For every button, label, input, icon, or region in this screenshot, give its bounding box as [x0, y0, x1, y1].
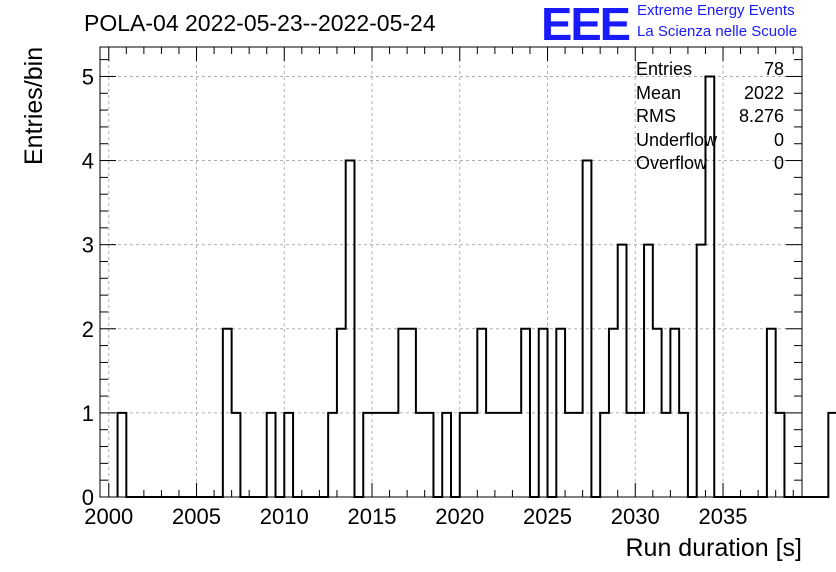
svg-text:EEE: EEE: [541, 2, 629, 44]
plot-frame: [99, 46, 803, 498]
stats-value: 2022: [743, 82, 784, 103]
x-tick-label: 2035: [699, 504, 748, 529]
stats-value: 8.276: [738, 106, 784, 126]
stats-row-entries: Entries 78: [636, 58, 784, 82]
stats-label: Entries: [636, 59, 693, 79]
y-tick-label: 3: [82, 233, 94, 258]
brand-line-1: Extreme Energy Events: [637, 2, 795, 19]
x-tick-label: 2000: [84, 504, 133, 529]
stats-row-underflow: Underflow 0: [636, 129, 784, 153]
x-tick-label: 2020: [435, 504, 484, 529]
y-axis-label: Entries/bin: [20, 46, 48, 165]
y-tick-label: 1: [82, 401, 94, 426]
y-tick-label: 2: [82, 317, 94, 342]
stats-row-rms: RMS 8.276: [636, 105, 784, 129]
y-tick-label: 4: [82, 149, 94, 174]
stats-row-overflow: Overflow 0: [636, 152, 784, 176]
stats-row-mean: Mean 2022: [636, 82, 784, 106]
stats-value: 0: [773, 129, 784, 150]
stats-label: RMS: [636, 106, 676, 126]
stats-label: Mean: [636, 82, 682, 103]
stats-value: 78: [763, 59, 784, 79]
stats-label: Underflow: [636, 129, 718, 150]
x-axis-label: Run duration [s]: [625, 534, 803, 562]
x-tick-label: 2030: [611, 504, 660, 529]
stats-label: Overflow: [636, 153, 708, 173]
brand-line-2: La Scienza nelle Scuole: [637, 23, 798, 40]
y-tick-label: 0: [82, 485, 94, 510]
y-tick-label: 5: [82, 64, 94, 89]
x-tick-label: 2025: [523, 504, 572, 529]
x-tick-label: 2010: [260, 504, 309, 529]
eee-logo: EEE: [541, 2, 631, 44]
x-tick-label: 2005: [172, 504, 221, 529]
stats-value: 0: [773, 153, 784, 173]
chart-title: POLA-04 2022-05-23--2022-05-24: [84, 10, 436, 36]
x-tick-label: 2015: [348, 504, 397, 529]
stats-box: Entries 78 Mean 2022 RMS 8.276 Underflow…: [636, 58, 784, 176]
